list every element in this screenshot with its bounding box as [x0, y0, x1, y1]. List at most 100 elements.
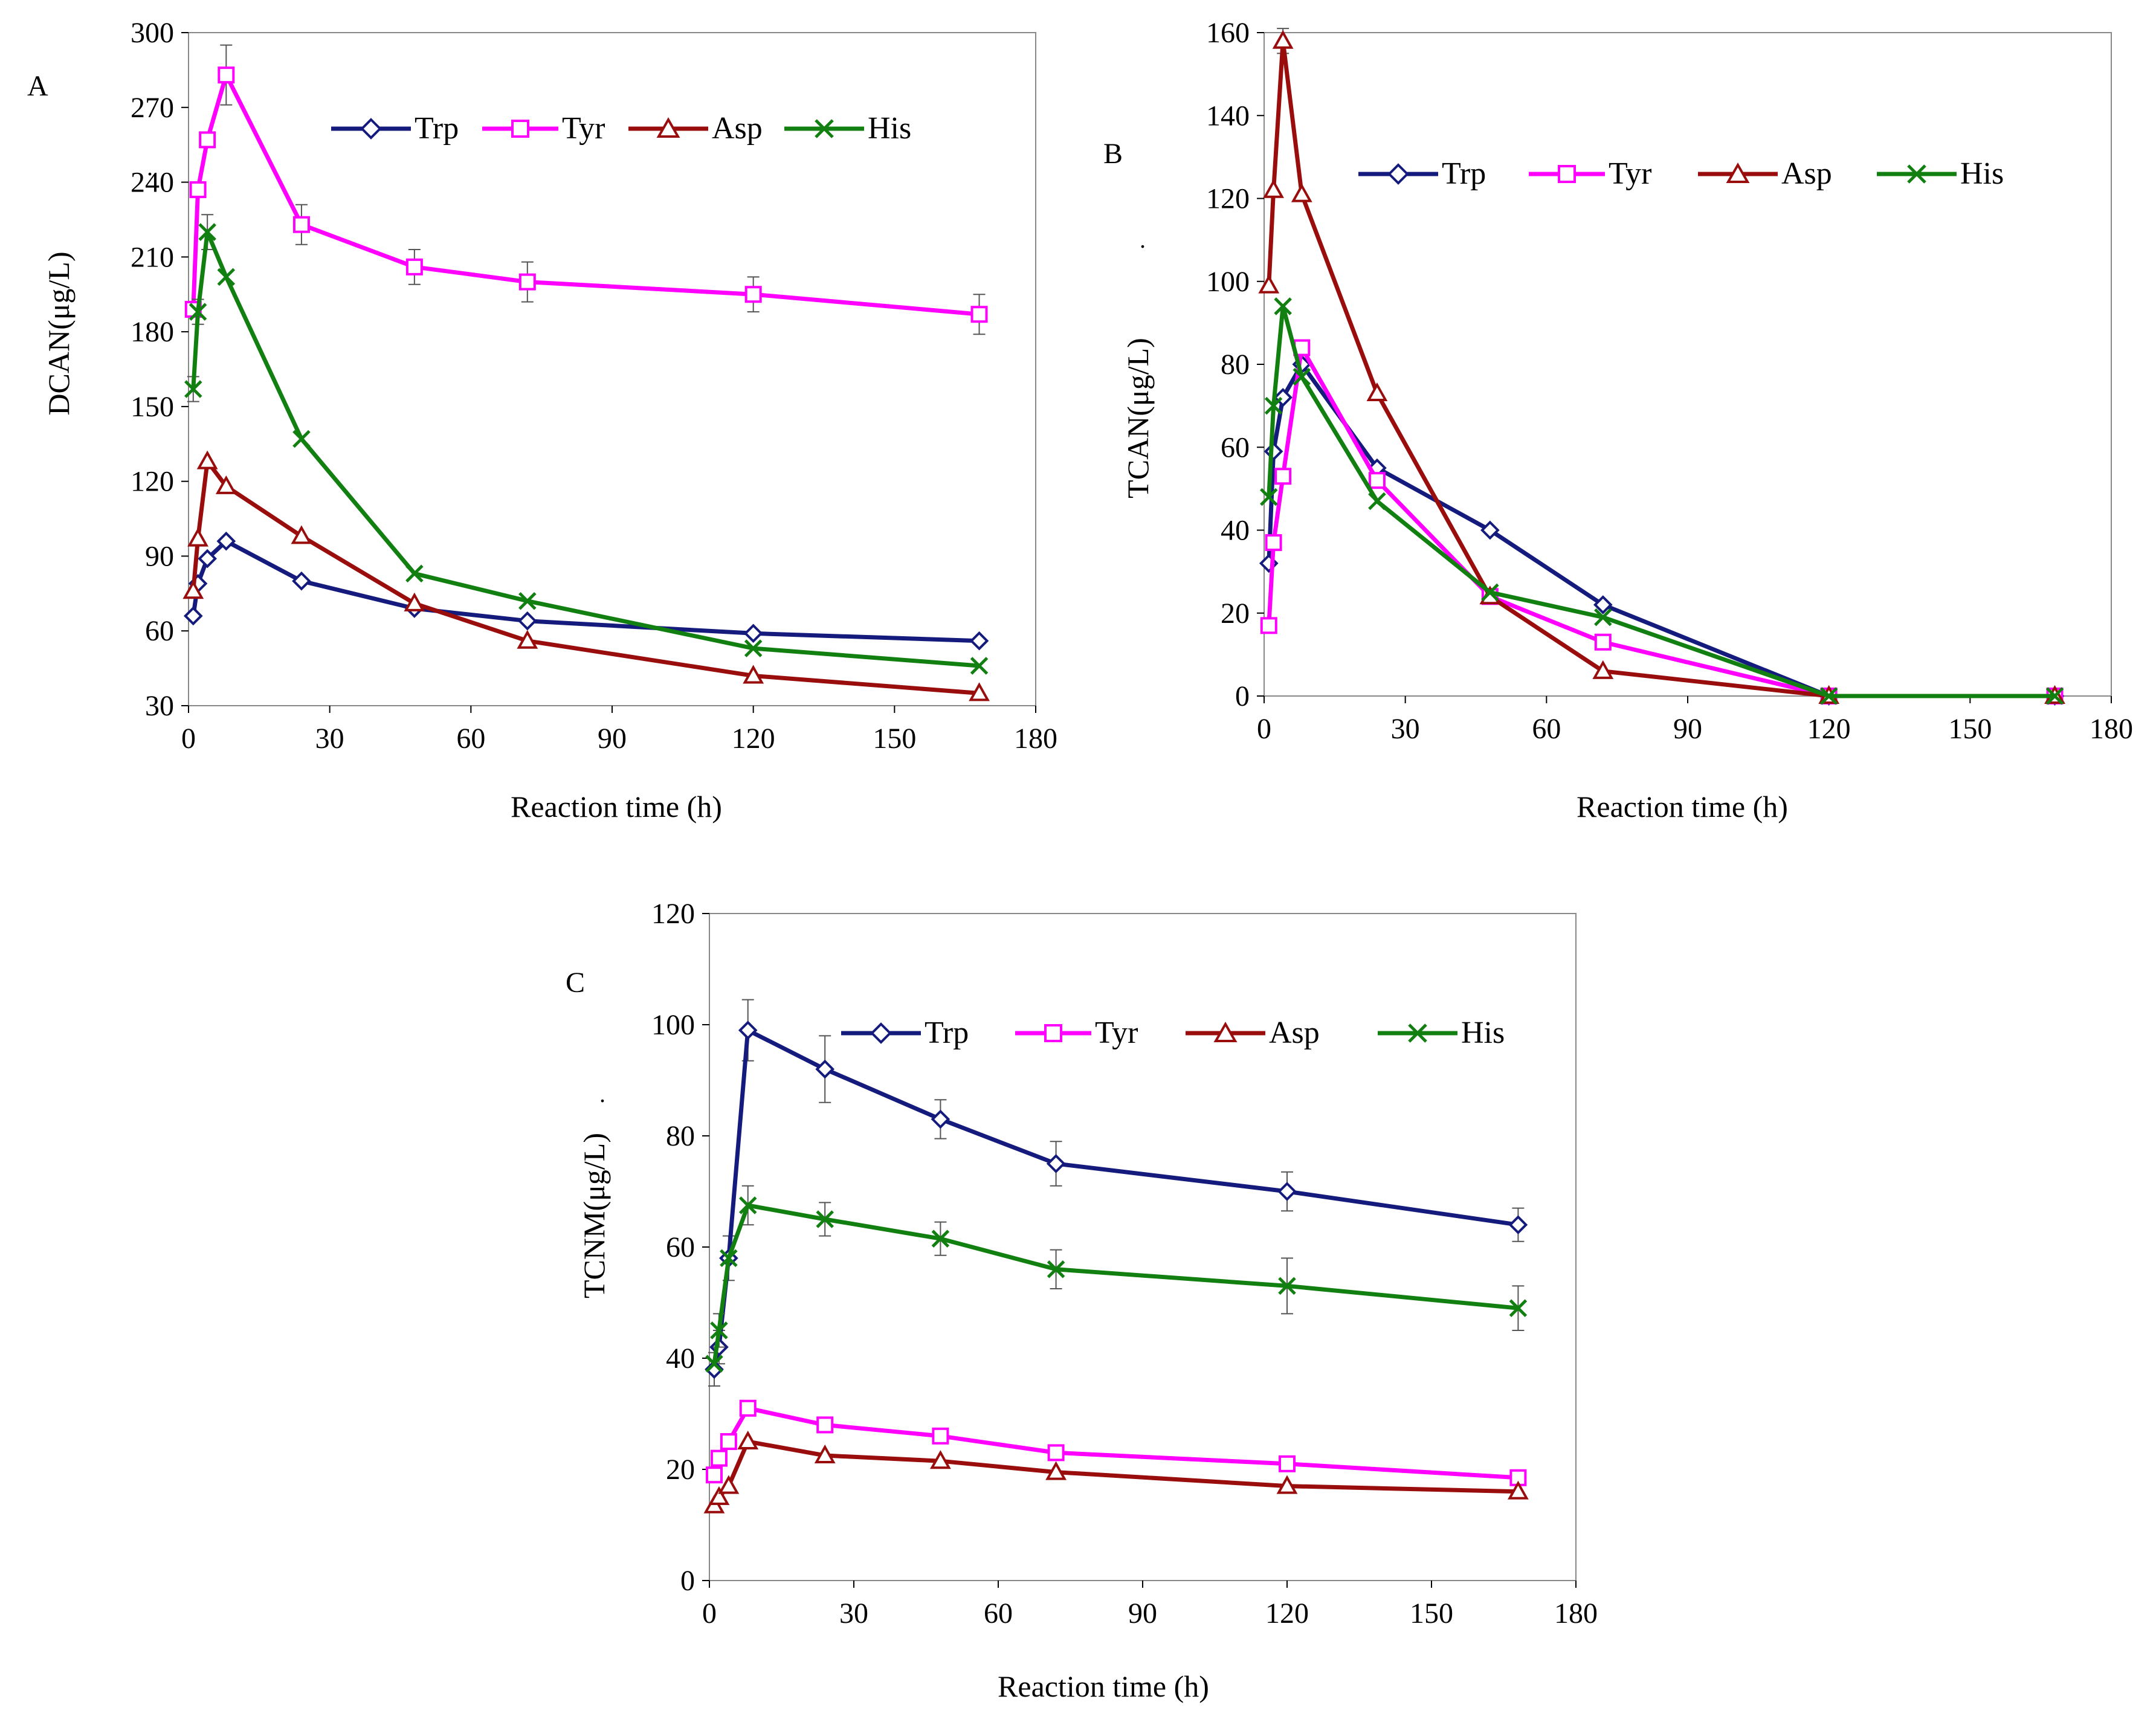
data-point-tyr-b-4 — [1368, 472, 1386, 489]
x-tick-label-a-90: 90 — [598, 723, 627, 755]
x-tick-label-b-90: 90 — [1673, 713, 1702, 745]
data-point-tyr-a-7 — [744, 286, 762, 303]
data-point-asp-c-4 — [814, 1444, 836, 1463]
data-point-asp-a-4 — [291, 525, 312, 544]
data-point-trp-c-7 — [1277, 1182, 1297, 1201]
data-point-trp-b-5 — [1480, 520, 1500, 540]
y-tick-label-c-80: 80 — [666, 1120, 695, 1152]
x-tick-label-c-120: 120 — [1265, 1597, 1309, 1629]
y-tick-label-a-150: 150 — [131, 391, 174, 423]
x-tick-label-c-0: 0 — [702, 1597, 717, 1629]
y-tick-label-a-120: 120 — [131, 466, 174, 498]
data-point-his-b-1 — [1264, 396, 1283, 415]
data-point-trp-a-8 — [969, 631, 989, 651]
x-tick-label-c-150: 150 — [1410, 1597, 1453, 1629]
y-tick-label-a-240: 240 — [131, 167, 174, 199]
x-tick-label-b-0: 0 — [1257, 713, 1271, 745]
legend-trp-marker-c — [870, 1022, 892, 1044]
data-point-asp-a-3 — [215, 475, 237, 494]
x-tick-label-c-180: 180 — [1554, 1597, 1598, 1629]
x-axis-label-b: Reaction time (h) — [1577, 790, 1788, 823]
data-point-trp-c-8 — [1508, 1215, 1528, 1235]
data-point-his-c-0 — [705, 1355, 723, 1373]
legend-trp-marker-b — [1387, 163, 1409, 185]
data-point-his-a-1 — [189, 303, 207, 321]
data-point-tyr-a-4 — [292, 216, 310, 233]
data-point-tyr-b-6 — [1594, 633, 1612, 651]
legend-his-label-a: His — [868, 111, 911, 146]
legend-asp-label-b: Asp — [1781, 156, 1832, 191]
data-point-trp-b-6 — [1593, 595, 1613, 614]
data-point-asp-a-8 — [969, 682, 990, 701]
data-point-trp-a-0 — [183, 606, 203, 626]
x-tick-label-a-120: 120 — [732, 723, 775, 755]
series-tyr-a — [184, 44, 988, 335]
y-tick-label-b-40: 40 — [1221, 515, 1250, 547]
legend-asp-label-a: Asp — [712, 111, 763, 146]
y-axis-dot-c: . — [599, 1080, 605, 1107]
series-tyr-c — [705, 1399, 1527, 1486]
x-tick-label-b-30: 30 — [1391, 713, 1420, 745]
y-tick-label-b-60: 60 — [1221, 431, 1250, 463]
data-point-tyr-a-5 — [405, 258, 423, 276]
y-tick-label-b-160: 160 — [1206, 17, 1250, 49]
data-point-asp-b-3 — [1291, 183, 1312, 202]
x-tick-label-a-0: 0 — [181, 723, 196, 755]
x-tick-label-b-120: 120 — [1807, 713, 1851, 745]
data-point-trp-c-3 — [738, 1020, 758, 1040]
data-point-his-c-7 — [1278, 1277, 1296, 1295]
data-point-trp-a-7 — [743, 624, 763, 643]
panel-letter-b: B — [1103, 138, 1123, 170]
data-point-tyr-a-3 — [218, 66, 235, 84]
data-point-tyr-b-1 — [1265, 534, 1282, 552]
x-axis-label-c: Reaction time (h) — [998, 1669, 1209, 1703]
data-point-tyr-a-6 — [518, 273, 536, 291]
legend-his-label-b: His — [1960, 156, 2004, 191]
data-point-asp-b-0 — [1258, 274, 1280, 294]
x-axis-label-a: Reaction time (h) — [511, 790, 722, 823]
data-point-trp-a-4 — [292, 571, 311, 591]
legend-tyr-label-c: Tyr — [1095, 1016, 1138, 1050]
data-point-tyr-a-2 — [199, 131, 216, 149]
x-tick-label-c-90: 90 — [1128, 1597, 1157, 1629]
legend-trp-marker-a — [360, 118, 382, 140]
data-point-his-b-6 — [1594, 608, 1612, 627]
y-tick-label-b-80: 80 — [1221, 349, 1250, 381]
data-point-trp-c-0 — [705, 1359, 724, 1379]
legend-his-label-c: His — [1461, 1016, 1505, 1050]
data-point-asp-b-1 — [1263, 179, 1284, 198]
data-point-trp-c-6 — [1046, 1154, 1066, 1173]
y-tick-label-a-180: 180 — [131, 316, 174, 348]
legend-asp-marker-c — [1213, 1021, 1238, 1042]
y-axis-label-a: DCAN(μg/L) — [42, 251, 76, 415]
y-tick-label-a-60: 60 — [145, 615, 174, 647]
data-point-his-b-7 — [1819, 687, 1838, 705]
series-his-a — [184, 214, 989, 675]
legend-asp-marker-b — [1726, 162, 1750, 183]
data-point-tyr-b-2 — [1274, 468, 1292, 485]
chart-panel-c: 0 30 60 90 120 150 180 0 20 40 60 80 100 120 C Reacti… — [566, 898, 1598, 1703]
y-tick-label-c-60: 60 — [666, 1231, 695, 1263]
legend-tyr-label-a: Tyr — [562, 111, 605, 146]
data-point-asp-b-4 — [1366, 382, 1388, 402]
y-tick-label-c-40: 40 — [666, 1342, 695, 1375]
data-point-his-a-5 — [405, 564, 424, 583]
data-point-his-a-2 — [198, 223, 216, 241]
series-his-b — [1260, 297, 2064, 705]
x-tick-label-b-180: 180 — [2090, 713, 2133, 745]
data-point-asp-a-1 — [187, 527, 208, 547]
panel-letter-c: C — [566, 967, 585, 999]
legend-a: Trp Tyr Asp His — [331, 111, 911, 146]
y-tick-label-b-140: 140 — [1206, 100, 1250, 132]
tick-group-a: 0 30 60 90 120 150 180306090120150180210240270… — [131, 17, 1057, 755]
legend-trp-label-b: Trp — [1442, 156, 1486, 191]
x-tick-label-c-60: 60 — [984, 1597, 1013, 1629]
data-point-his-a-8 — [970, 657, 989, 675]
data-point-asp-b-2 — [1272, 30, 1294, 49]
data-point-his-b-2 — [1274, 297, 1292, 315]
x-tick-label-c-30: 30 — [839, 1597, 868, 1629]
tick-group-c: 0 30 60 90 120 150 180 0 20 40 60 80 100 120 — [651, 898, 1598, 1629]
data-point-asp-a-0 — [182, 580, 204, 599]
legend-asp-label-c: Asp — [1269, 1016, 1320, 1050]
